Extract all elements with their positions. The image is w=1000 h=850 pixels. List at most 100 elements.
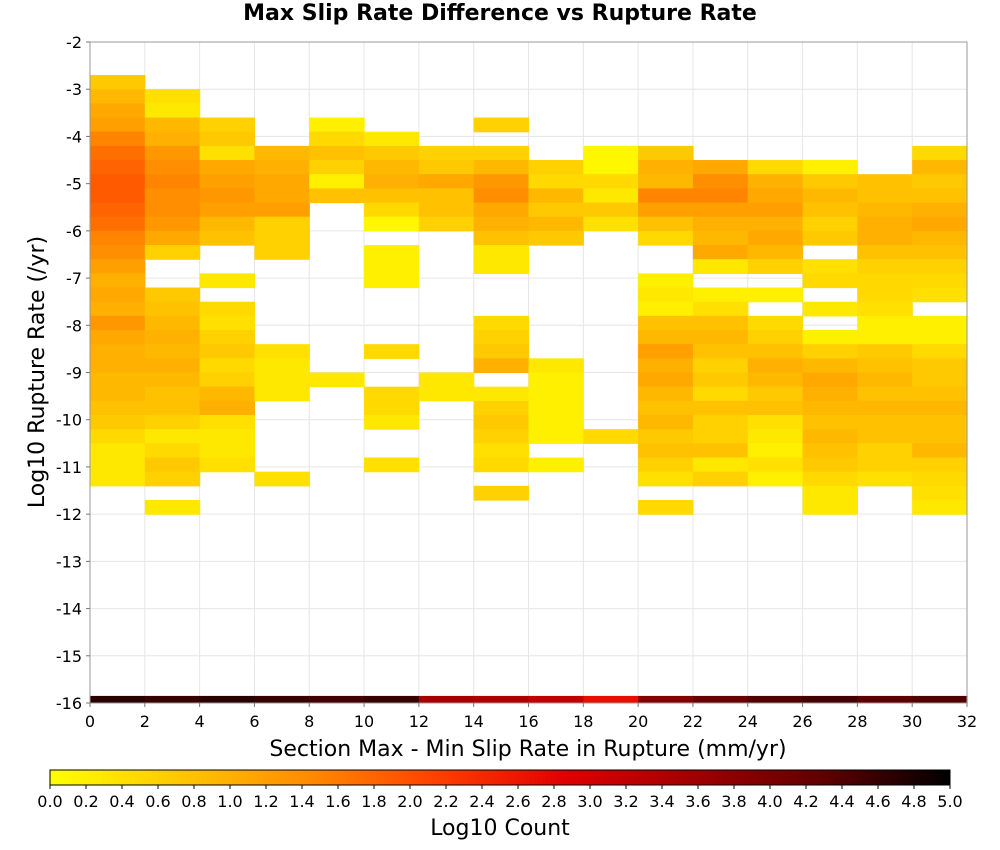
heatmap-cells: [90, 75, 968, 703]
heatmap-cell: [638, 358, 694, 374]
colorbar-ticks: 0.0 0.2 0.4 0.6 0.8 1.0 1.2 1.4 1.6 1.8 2.0 2.2 2.4 2…: [37, 785, 963, 811]
heatmap-cell: [418, 216, 475, 232]
heatmap-cell: [692, 245, 749, 260]
heatmap-cell: [747, 457, 804, 473]
colorbar-tick-label: 0.4: [109, 792, 134, 811]
heatmap-cell: [90, 273, 146, 289]
heatmap-cell: [747, 344, 804, 359]
colorbar-tick-label: 3.4: [649, 792, 674, 811]
colorbar-tick-label: 1.4: [289, 792, 314, 811]
heatmap-cell: [90, 330, 146, 345]
heatmap-cell: [912, 457, 968, 473]
heatmap-cell: [528, 174, 584, 189]
heatmap-cell: [364, 457, 420, 473]
heatmap-cell: [857, 414, 913, 430]
heatmap-cell: [199, 202, 256, 218]
heatmap-cell: [90, 358, 146, 374]
heatmap-cell: [692, 372, 749, 388]
heatmap-cell: [857, 202, 913, 218]
heatmap-cell: [747, 174, 804, 189]
heatmap-cell: [528, 457, 584, 473]
heatmap-cell: [912, 245, 968, 260]
y-tick-label: -4: [66, 127, 82, 146]
heatmap-cell: [199, 174, 256, 189]
heatmap-cell: [912, 145, 968, 161]
heatmap-cell: [90, 174, 146, 189]
heatmap-cell: [144, 499, 201, 515]
heatmap-cell: [747, 330, 804, 345]
heatmap-cell: [473, 695, 530, 703]
heatmap-cell: [309, 695, 365, 703]
heatmap-cell: [144, 188, 201, 204]
heatmap-cell: [528, 230, 584, 246]
heatmap-cell: [638, 145, 694, 161]
y-tick-label: -6: [66, 222, 82, 241]
colorbar-tick-label: 3.2: [613, 792, 638, 811]
heatmap-cell: [802, 485, 858, 501]
x-tick-label: 20: [628, 712, 648, 731]
heatmap-cell: [857, 400, 913, 416]
heatmap-cell: [747, 695, 804, 703]
heatmap-cell: [199, 344, 256, 359]
heatmap-cell: [90, 372, 146, 388]
heatmap-cell: [912, 160, 968, 175]
heatmap-cell: [90, 344, 146, 359]
heatmap-cell: [254, 160, 310, 175]
heatmap-cell: [528, 400, 584, 416]
heatmap-cell: [254, 145, 310, 161]
heatmap-cell: [912, 315, 968, 331]
x-axis-label: Section Max - Min Slip Rate in Rupture (…: [269, 737, 786, 762]
heatmap-cell: [692, 400, 749, 416]
heatmap-cell: [364, 245, 420, 260]
x-tick-label: 32: [957, 712, 977, 731]
y-axis-label: Log10 Rupture Rate (/yr): [25, 236, 50, 508]
heatmap-cell: [473, 188, 530, 204]
colorbar-tick-label: 4.8: [901, 792, 926, 811]
x-tick-label: 12: [409, 712, 429, 731]
heatmap-cell: [473, 259, 530, 274]
heatmap-cell: [528, 358, 584, 374]
y-tick-label: -2: [66, 33, 82, 52]
heatmap-cell: [309, 145, 365, 161]
heatmap-cell: [309, 131, 365, 147]
heatmap-cell: [144, 400, 201, 416]
heatmap-cell: [144, 216, 201, 232]
heatmap-cell: [144, 202, 201, 218]
colorbar-tick-label: 0.0: [37, 792, 62, 811]
heatmap-cell: [747, 414, 804, 430]
heatmap-cell: [912, 695, 968, 703]
colorbar-label: Log10 Count: [430, 816, 570, 841]
heatmap-cell: [912, 259, 968, 274]
heatmap-cell: [638, 344, 694, 359]
y-tick-label: -5: [66, 175, 82, 194]
heatmap-cell: [418, 188, 475, 204]
chart-title: Max Slip Rate Difference vs Rupture Rate: [243, 1, 757, 26]
colorbar-tick-label: 1.8: [361, 792, 386, 811]
heatmap-cell: [747, 259, 804, 274]
heatmap-cell: [692, 414, 749, 430]
heatmap-cell: [254, 230, 310, 246]
colorbar-tick-label: 4.6: [865, 792, 890, 811]
y-tick-label: -14: [56, 600, 82, 619]
heatmap-cell: [638, 273, 694, 289]
heatmap-cell: [364, 131, 420, 147]
y-tick-label: -15: [56, 647, 82, 666]
colorbar-tick-label: 2.4: [469, 792, 494, 811]
heatmap-cell: [199, 160, 256, 175]
heatmap-cell: [364, 259, 420, 274]
heatmap-cell: [638, 315, 694, 331]
heatmap-cell: [583, 145, 639, 161]
heatmap-cell: [802, 443, 858, 459]
heatmap-cell: [857, 457, 913, 473]
heatmap-cell: [638, 414, 694, 430]
heatmap-cell: [857, 386, 913, 402]
heatmap-cell: [90, 287, 146, 303]
heatmap-cell: [638, 400, 694, 416]
heatmap-cell: [912, 471, 968, 487]
heatmap-cell: [199, 188, 256, 204]
heatmap-cell: [747, 160, 804, 175]
y-tick-label: -13: [56, 552, 82, 571]
heatmap-cell: [144, 230, 201, 246]
heatmap-cell: [638, 188, 694, 204]
heatmap-cell: [473, 174, 530, 189]
